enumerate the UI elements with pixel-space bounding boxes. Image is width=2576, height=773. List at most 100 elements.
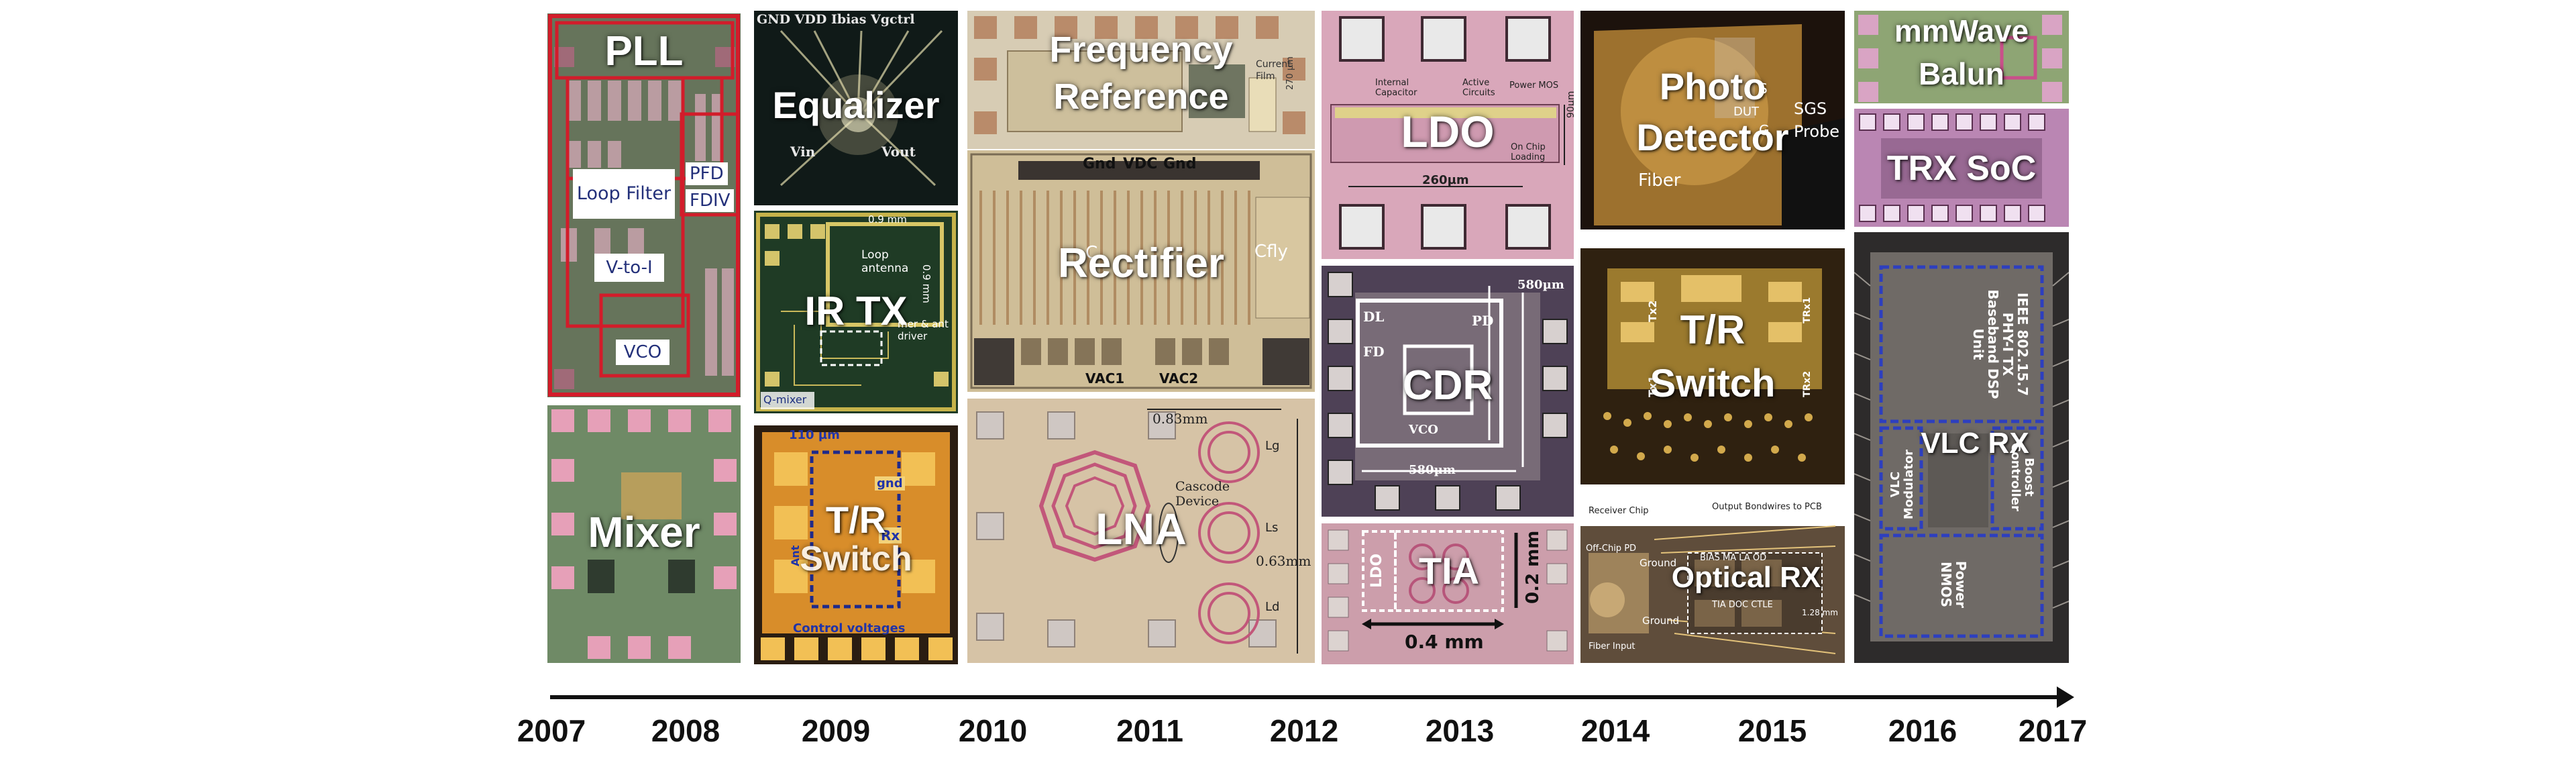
timeline-year-2017: 2017	[2018, 713, 2088, 748]
rectifier-vac2-label: VAC2	[1159, 370, 1199, 386]
photodetector-g-label: G	[1759, 122, 1770, 138]
trsw14-die-image	[1580, 248, 1845, 484]
opticalrx-ground1-label: Ground	[1640, 557, 1677, 569]
lna-die-image	[967, 399, 1315, 663]
pll-vco-label: VCO	[616, 340, 669, 365]
tia-die-image	[1322, 523, 1574, 664]
opticalrx-blocks-label: TIA DOC CTLE	[1712, 600, 1773, 610]
ldo-active-label: Active Circuits	[1462, 78, 1495, 98]
timeline-year-2007: 2007	[517, 713, 586, 748]
tia-panel: LDO TIA 0.4 mm 0.2 mm	[1322, 523, 1574, 664]
mixer-die-image	[547, 405, 741, 663]
freqref-panel: Current Film 270 µm Frequency Reference	[967, 11, 1315, 149]
opticalrx-receiver-label: Receiver Chip	[1589, 506, 1649, 516]
lna-ld-label: Ld	[1265, 600, 1280, 614]
lna-panel: 0.83mm 0.63mm Cascode Device Lg Ls Ld LN…	[967, 399, 1315, 663]
timeline-year-2010: 2010	[958, 713, 1028, 748]
tia-dim-h: 0.2 mm	[1523, 530, 1543, 604]
timeline-arrow-head	[2057, 686, 2074, 708]
irtx-title: IR TX	[804, 289, 908, 333]
ldo-title: LDO	[1401, 107, 1495, 156]
timeline-year-2016: 2016	[1888, 713, 1957, 748]
timeline-year-2014: 2014	[1580, 713, 1650, 748]
photodetector-probe-label: Probe	[1794, 122, 1840, 141]
freqref-film-label: Film	[1256, 71, 1275, 82]
freqref-title-line1: Frequency	[1049, 30, 1233, 70]
ldo-panel: Internal Capacitor Active Circuits Power…	[1322, 11, 1574, 259]
pll-pfd-label: PFD	[686, 162, 728, 185]
lna-lg-label: Lg	[1265, 439, 1280, 453]
lna-dim-top: 0.83mm	[1152, 411, 1208, 427]
lna-ls-label: Ls	[1265, 521, 1279, 535]
equalizer-pins-label: GND VDD Ibias Vgctrl	[757, 12, 915, 27]
vlc-modulator-label: VLC Modulator	[1888, 449, 1916, 520]
photodetector-sgs-label: SGS	[1794, 99, 1827, 118]
photodetector-s-label: S	[1759, 81, 1768, 97]
photodetector-panel: Photo Detector S DUT G SGS Probe Fiber	[1580, 11, 1845, 229]
cdr-panel: 580µm DL FD PD CDR VCO 580µm	[1322, 266, 1574, 517]
equalizer-panel: GND VDD Ibias Vgctrl Equalizer Vin Vout	[754, 11, 958, 205]
freqref-title-line2: Reference	[1053, 76, 1229, 117]
cdr-fd-label: FD	[1363, 344, 1385, 360]
trsw09-title-line2: Switch	[800, 539, 912, 578]
trsw09-control-label: Control voltages	[793, 621, 906, 635]
rectifier-gnd2-label: Gnd	[1163, 156, 1197, 172]
tia-dim-w: 0.4 mm	[1405, 631, 1484, 653]
pll-title: PLL	[604, 28, 684, 74]
mmwave-title-line1: mmWave	[1894, 13, 2029, 48]
timeline-year-2012: 2012	[1269, 713, 1339, 748]
trsw14-title-line1: T/R	[1680, 307, 1746, 352]
tia-title: TIA	[1418, 550, 1480, 592]
trsw09-panel: 110 µm gnd Rx Ant T/R Switch Control vol…	[754, 425, 958, 664]
mixer-title: Mixer	[588, 508, 700, 556]
irtx-die-image	[754, 211, 958, 413]
trsw14-panel: Tx2 Tx1 TRx1 TRx2 T/R Switch	[1580, 248, 1845, 484]
vlc-panel: IEEE 802.15.7 PHY-I TX Baseband DSP Unit…	[1854, 232, 2069, 663]
timeline-axis	[550, 695, 2059, 699]
photodetector-die-image	[1580, 11, 1845, 229]
timeline-year-2009: 2009	[801, 713, 871, 748]
vlc-die-image	[1854, 232, 2069, 663]
irtx-driver-label: mer & ant driver	[898, 318, 949, 342]
timeline-year-2013: 2013	[1425, 713, 1495, 748]
opticalrx-offchip-label: Off-Chip PD	[1586, 544, 1637, 554]
cdr-vco-label: VCO	[1409, 423, 1438, 437]
lna-cascode-label: Cascode Device	[1175, 479, 1230, 509]
rectifier-vac1-label: VAC1	[1085, 370, 1125, 386]
photodetector-title-line1: Photo	[1659, 65, 1766, 107]
mmwave-die-image	[1854, 11, 2069, 103]
pll-fdiv-label: FDIV	[686, 189, 735, 212]
ldo-die-image	[1322, 11, 1574, 259]
irtx-dim-top: 0.9 mm	[868, 213, 907, 225]
timeline-year-2015: 2015	[1737, 713, 1807, 748]
timeline-year-2008: 2008	[651, 713, 720, 748]
rectifier-cfly-label: Cfly	[1254, 242, 1288, 262]
vlc-title: VLC RX	[1921, 427, 2029, 460]
pll-panel: PLL Loop Filter PFD FDIV V-to-I VCO	[547, 13, 741, 397]
ldo-dim-h: 90µm	[1566, 91, 1574, 118]
cdr-die-image	[1322, 266, 1574, 517]
irtx-loop-antenna-label: Loop antenna	[861, 248, 909, 275]
trsw09-rx-label: Rx	[879, 527, 902, 544]
mixer-panel: Mixer	[547, 405, 741, 663]
opticalrx-output-label: Output Bondwires to PCB	[1712, 502, 1822, 512]
cdr-dim-top: 580µm	[1517, 278, 1564, 292]
trsw09-die-image	[754, 425, 958, 664]
equalizer-die-image	[754, 11, 958, 205]
opticalrx-fiber-label: Fiber Input	[1589, 641, 1635, 652]
freqref-current-label: Current	[1256, 59, 1291, 70]
timeline-year-2011: 2011	[1116, 713, 1183, 748]
mmwave-title-line2: Balun	[1919, 56, 2004, 91]
opticalrx-panel: Receiver Chip Output Bondwires to PCB Of…	[1580, 499, 1845, 663]
mmwave-panel: mmWave Balun	[1854, 11, 2069, 103]
irtx-qmixer-label: Q-mixer	[763, 393, 807, 406]
tia-ldo-label: LDO	[1368, 554, 1385, 588]
equalizer-vin-label: Vin	[790, 144, 816, 160]
trsw09-gnd-label: gnd	[875, 476, 905, 491]
ldo-dim-w: 260µm	[1422, 173, 1469, 187]
lna-dim-side: 0.63mm	[1256, 553, 1311, 569]
vlc-nmos-label: Power NMOS	[1938, 560, 1969, 609]
opticalrx-ground2-label: Ground	[1642, 615, 1680, 627]
rectifier-gnd1-label: Gnd	[1083, 156, 1116, 172]
ldo-power-mos-label: Power MOS	[1509, 81, 1559, 91]
